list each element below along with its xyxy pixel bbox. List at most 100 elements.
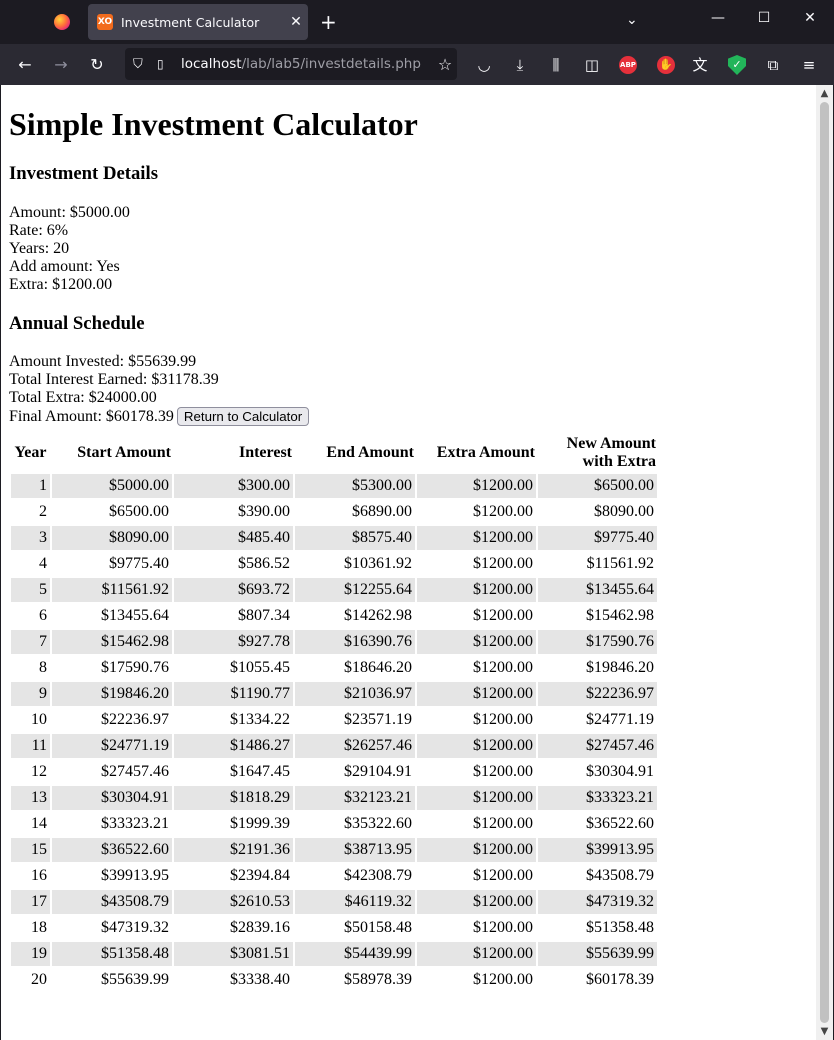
- cell-extra-amount: $1200.00: [417, 734, 536, 758]
- cell-new-amount: $47319.32: [538, 890, 657, 914]
- minimize-icon[interactable]: —: [711, 10, 725, 26]
- scroll-up-icon[interactable]: ▲: [820, 88, 829, 99]
- back-icon[interactable]: ←: [18, 55, 32, 74]
- cell-extra-amount: $1200.00: [473, 867, 533, 884]
- adblock-icon[interactable]: ABP: [619, 56, 637, 74]
- shield-icon[interactable]: ⛉: [133, 56, 143, 72]
- scroll-thumb[interactable]: [820, 102, 829, 1023]
- cell-new-amount: $39913.95: [538, 838, 657, 862]
- cell-year: 13: [11, 786, 50, 810]
- cell-end-amount: $26257.46: [295, 734, 415, 758]
- cell-year: 10: [31, 711, 47, 728]
- cell-start-amount: $27457.46: [101, 763, 169, 780]
- download-icon[interactable]: ⤓: [516, 56, 524, 74]
- cell-start-amount: $51358.48: [52, 942, 172, 966]
- cell-extra-amount: $1200.00: [417, 838, 536, 862]
- cell-extra-amount: $1200.00: [473, 607, 533, 624]
- cell-end-amount: $58978.39: [344, 971, 412, 988]
- cell-extra-amount: $1200.00: [417, 474, 536, 498]
- cell-end-amount: $32123.21: [295, 786, 415, 810]
- url-host: localhost: [181, 56, 242, 72]
- cell-start-amount: $17590.76: [101, 659, 169, 676]
- cell-end-amount: $54439.99: [295, 942, 415, 966]
- star-icon[interactable]: ☆: [437, 54, 453, 74]
- cell-start-amount: $5000.00: [52, 474, 172, 498]
- cell-end-amount: $12255.64: [295, 578, 415, 602]
- cell-end-amount: $42308.79: [344, 867, 412, 884]
- cell-year: 19: [11, 942, 50, 966]
- scroll-down-icon[interactable]: ▼: [820, 1026, 829, 1037]
- table-row: 16 $39913.95 $2394.84 $42308.79 $1200.00 $435…: [11, 864, 657, 888]
- cell-start-amount: $8090.00: [52, 526, 172, 550]
- pocket-icon[interactable]: ◡: [477, 56, 491, 74]
- tab-investment-calculator[interactable]: XO Investment Calculator ✕: [88, 4, 308, 40]
- cell-start-amount: $30304.91: [52, 786, 172, 810]
- cell-year: 15: [11, 838, 50, 862]
- cell-start-amount: $9775.40: [109, 555, 169, 572]
- cell-new-amount: $51358.48: [586, 919, 654, 936]
- url-bar[interactable]: ⛉ ▯ localhost/lab/lab5/investdetails.php…: [125, 48, 457, 80]
- summary-total-extra: Total Extra: $24000.00: [9, 389, 157, 406]
- close-icon[interactable]: ✕: [290, 14, 302, 30]
- cell-end-amount: $5300.00: [295, 474, 415, 498]
- cell-end-amount: $23571.19: [344, 711, 412, 728]
- forward-icon[interactable]: →: [54, 55, 68, 74]
- table-row: 13 $30304.91 $1818.29 $32123.21 $1200.00 $333…: [11, 786, 657, 810]
- details-heading: Investment Details: [9, 163, 158, 184]
- chevron-down-icon[interactable]: ⌄: [626, 12, 638, 28]
- firefox-view-button[interactable]: [44, 4, 80, 40]
- table-row: 20 $55639.99 $3338.40 $58978.39 $1200.00 $601…: [11, 968, 657, 992]
- cell-new-amount: $55639.99: [538, 942, 657, 966]
- summary-final-amount: Final Amount: $60178.39: [9, 408, 174, 425]
- library-icon[interactable]: ⫼: [552, 56, 560, 74]
- cell-new-amount: $15462.98: [586, 607, 654, 624]
- cell-extra-amount: $1200.00: [473, 503, 533, 520]
- cell-new-amount: $33323.21: [538, 786, 657, 810]
- cell-new-amount: $30304.91: [586, 763, 654, 780]
- window-close-icon[interactable]: ✕: [804, 10, 816, 26]
- return-to-calculator-button[interactable]: Return to Calculator: [176, 407, 310, 426]
- table-body: 1 $5000.00 $300.00 $5300.00 $1200.00 $6500.00…: [11, 474, 657, 992]
- cell-interest: $3338.40: [230, 971, 290, 988]
- cell-year: 1: [11, 474, 50, 498]
- vertical-scrollbar[interactable]: ▲ ▼: [816, 85, 833, 1040]
- cell-interest: $1999.39: [230, 815, 290, 832]
- reload-icon[interactable]: ↻: [90, 55, 104, 74]
- cell-start-amount: $36522.60: [52, 838, 172, 862]
- cell-end-amount: $14262.98: [344, 607, 412, 624]
- table-row: 14 $33323.21 $1999.39 $35322.60 $1200.00 $365…: [11, 812, 657, 836]
- cell-extra-amount: $1200.00: [473, 555, 533, 572]
- maximize-icon[interactable]: ☐: [757, 10, 771, 26]
- cell-year: 20: [31, 971, 47, 988]
- ublock-icon[interactable]: ✋: [657, 56, 675, 74]
- url-text[interactable]: localhost/lab/lab5/investdetails.php: [181, 56, 433, 72]
- cell-extra-amount: $1200.00: [473, 659, 533, 676]
- translate-icon[interactable]: 文: [692, 56, 708, 74]
- nav-toolbar: ← → ↻ ⛉ ▯ localhost/lab/lab5/investdetai…: [0, 44, 834, 85]
- vpn-shield-icon[interactable]: ✓: [728, 55, 746, 75]
- sidebar-icon[interactable]: ◫: [584, 56, 600, 74]
- cell-end-amount: $8575.40: [295, 526, 415, 550]
- cell-year: 7: [11, 630, 50, 654]
- new-tab-icon[interactable]: +: [320, 10, 337, 34]
- cell-extra-amount: $1200.00: [473, 815, 533, 832]
- cell-interest: $693.72: [174, 578, 293, 602]
- table-row: 7 $15462.98 $927.78 $16390.76 $1200.00 $17590…: [11, 630, 657, 654]
- table-row: 1 $5000.00 $300.00 $5300.00 $1200.00 $6500.00: [11, 474, 657, 498]
- table-row: 2 $6500.00 $390.00 $6890.00 $1200.00 $8090.00: [11, 500, 657, 524]
- extensions-icon[interactable]: ⧉: [767, 56, 779, 74]
- cell-start-amount: $47319.32: [101, 919, 169, 936]
- cell-extra-amount: $1200.00: [417, 630, 536, 654]
- page-icon[interactable]: ▯: [157, 57, 164, 71]
- cell-end-amount: $38713.95: [295, 838, 415, 862]
- cell-start-amount: $15462.98: [52, 630, 172, 654]
- cell-interest: $485.40: [174, 526, 293, 550]
- cell-year: 12: [31, 763, 47, 780]
- cell-interest: $390.00: [238, 503, 290, 520]
- schedule-summary: Amount Invested: $55639.99 Total Interes…: [9, 353, 310, 426]
- menu-icon[interactable]: ≡: [802, 56, 816, 74]
- header-new-amount: New Amount with Extra: [538, 434, 657, 472]
- cell-interest: $1190.77: [174, 682, 293, 706]
- cell-new-amount: $9775.40: [538, 526, 657, 550]
- summary-amount-invested: Amount Invested: $55639.99: [9, 353, 197, 370]
